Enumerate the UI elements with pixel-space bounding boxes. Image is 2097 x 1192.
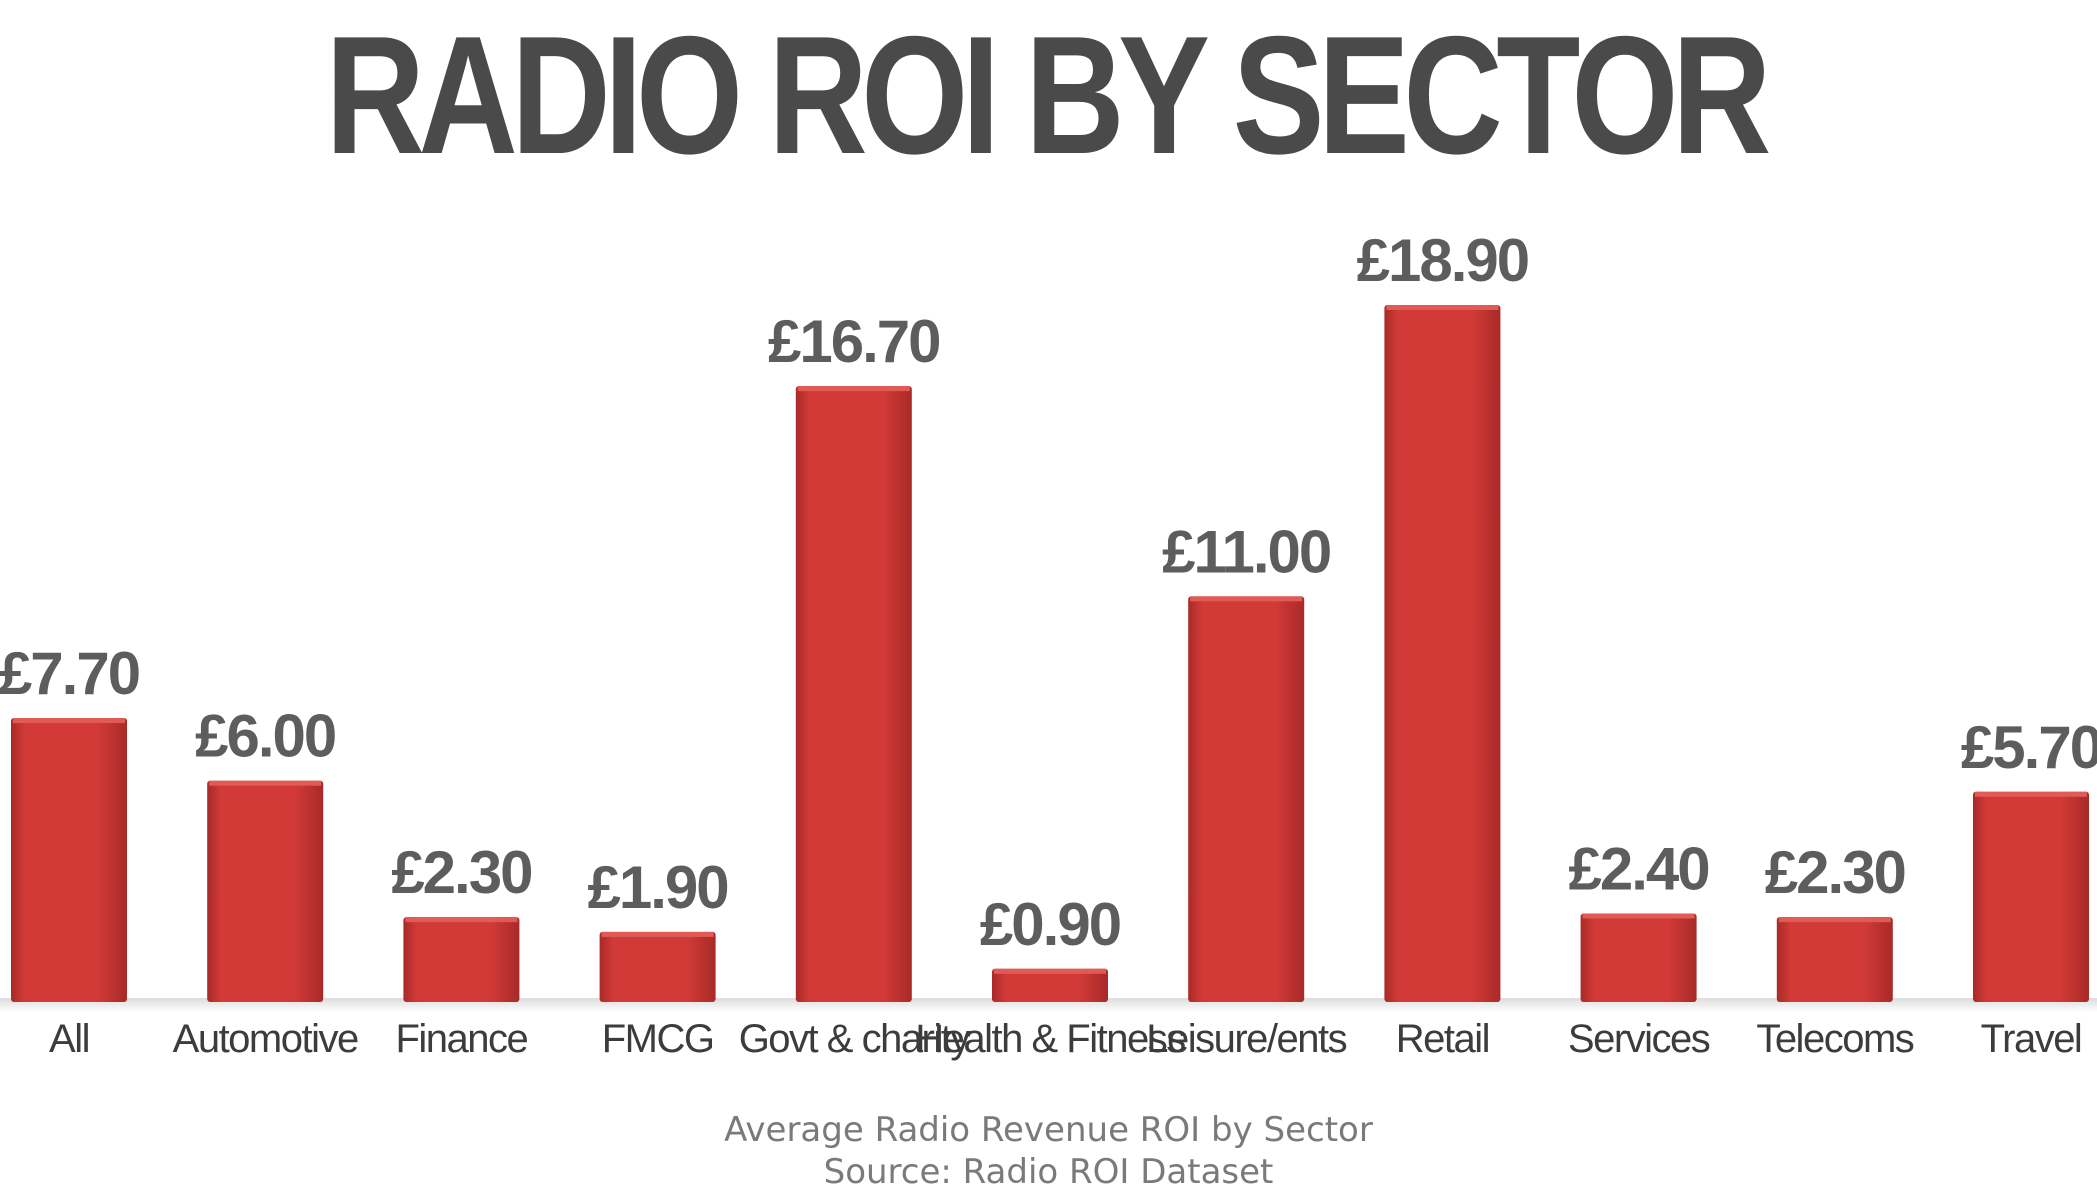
category-label-6: Leisure/ents [1146,1017,1346,1061]
value-label-6: £11.00 [1162,518,1330,585]
category-label-0: All [49,1017,89,1061]
category-labels-layer: All Automotive Finance FMCG Govt & charityHe… [49,1017,2083,1061]
bar-top-9 [1778,917,1891,923]
bar-3 [599,931,716,1002]
bar-6 [1188,596,1305,1002]
value-label-10: £5.70 [1961,714,2097,781]
category-label-10: Travel [1981,1017,2082,1061]
bar-top-6 [1190,596,1303,602]
category-label-9: Telecoms [1756,1017,1913,1061]
category-label-2: Finance [395,1017,527,1061]
bar-top-10 [1975,791,2087,797]
bar-7 [1384,305,1501,1002]
bar-0 [11,718,127,1002]
chart-subtitle: Average Radio Revenue ROI by Sector [724,1110,1373,1150]
bar-8 [1580,913,1697,1002]
bar-1 [207,780,324,1002]
category-label-5: Health & Fitness [915,1017,1185,1061]
chart-source: Source: Radio ROI Dataset [823,1152,1274,1192]
bar-top-0 [13,718,125,724]
category-label-3: FMCG [602,1017,714,1061]
value-label-7: £18.90 [1357,227,1529,294]
bar-5 [992,968,1108,1002]
category-label-1: Automotive [173,1017,358,1061]
bar-top-8 [1582,913,1695,919]
value-label-1: £6.00 [195,703,335,770]
category-label-8: Services [1568,1017,1710,1061]
bar-top-2 [405,917,518,923]
bar-9 [1776,917,1893,1002]
value-label-4: £16.70 [768,308,940,375]
bar-10 [1973,791,2089,1002]
value-label-5: £0.90 [980,891,1120,958]
bar-top-7 [1386,305,1499,310]
value-label-3: £1.90 [588,854,728,921]
value-label-0: £7.70 [0,640,139,707]
bar-top-1 [209,780,322,786]
bars-layer [0,305,2097,1012]
category-label-4: Govt & charity [739,1017,971,1061]
category-label-7: Retail [1396,1017,1489,1061]
bar-top-3 [601,931,714,937]
bar-4 [795,386,912,1002]
value-label-8: £2.40 [1569,835,1709,902]
bar-2 [403,917,520,1002]
bar-top-5 [994,968,1106,974]
chart-title: RADIO ROI BY SECTOR [325,1,1771,189]
value-label-2: £2.30 [391,839,531,906]
floor-shadow [0,998,2097,1012]
value-labels-layer: £7.70 £6.00 £2.30 £1.90 £16.70 £0.90 £11.00 £18… [0,227,2097,958]
value-label-9: £2.30 [1765,839,1905,906]
bar-top-4 [797,386,910,392]
